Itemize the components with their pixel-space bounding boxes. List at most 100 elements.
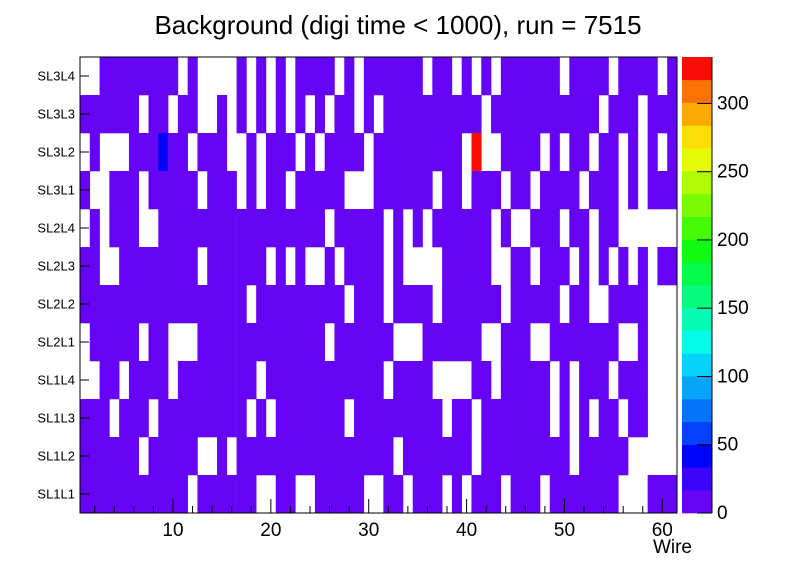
heatmap-cell-hot <box>158 133 169 172</box>
heatmap-cell <box>99 399 110 438</box>
heatmap-cell <box>217 323 228 362</box>
heatmap-cell <box>334 399 345 438</box>
heatmap-cell <box>138 133 149 172</box>
heatmap-cell <box>598 247 609 286</box>
heatmap-cell <box>432 437 443 476</box>
heatmap-cell <box>119 95 130 134</box>
heatmap-cell <box>461 209 472 248</box>
heatmap-cell <box>363 95 374 134</box>
heatmap-cell <box>549 171 560 210</box>
heatmap-cell <box>344 247 355 286</box>
heatmap-cell <box>128 361 140 400</box>
heatmap-cell <box>402 361 414 400</box>
heatmap-cell <box>363 437 374 476</box>
heatmap-cell <box>158 247 169 286</box>
heatmap-cell <box>461 285 472 324</box>
heatmap-cell <box>334 209 345 248</box>
heatmap-cell <box>569 171 580 210</box>
heatmap-cell <box>539 361 551 400</box>
heatmap-cell <box>128 285 140 324</box>
heatmap-cell <box>481 399 492 438</box>
heatmap-cell <box>119 247 130 286</box>
heatmap-cell <box>442 285 453 324</box>
heatmap-cell <box>422 475 433 514</box>
heatmap-cell <box>207 323 218 362</box>
colorbar-band <box>682 262 712 286</box>
heatmap-cell <box>285 399 296 438</box>
heatmap-cell <box>217 285 228 324</box>
heatmap-cell <box>158 361 169 400</box>
heatmap-cell <box>334 361 345 400</box>
heatmap-cell <box>598 133 609 172</box>
heatmap-cell <box>148 361 159 400</box>
heatmap-cell <box>246 171 257 210</box>
heatmap-cell <box>275 399 286 438</box>
heatmap-cell <box>168 475 179 514</box>
heatmap-cell <box>119 209 130 248</box>
heatmap-cell <box>628 399 639 438</box>
heatmap-cell <box>217 399 228 438</box>
heatmap-cell <box>510 399 521 438</box>
y-axis-label: SL3L1 <box>37 183 75 198</box>
heatmap-cell <box>187 437 198 476</box>
colorbar-band <box>682 353 712 377</box>
heatmap-cell <box>481 247 492 286</box>
heatmap-cell-hot <box>471 133 482 172</box>
heatmap-cell <box>197 209 208 248</box>
heatmap-cell <box>295 285 306 324</box>
heatmap-cell <box>657 171 668 210</box>
heatmap-cell <box>128 399 140 438</box>
x-axis-tick-label: 50 <box>554 520 575 541</box>
heatmap-cell <box>109 171 120 210</box>
heatmap-cell <box>559 437 570 476</box>
heatmap-cell <box>128 247 140 286</box>
heatmap-cell <box>500 361 511 400</box>
heatmap-cell <box>657 95 668 134</box>
colorbar-band <box>682 421 712 445</box>
colorbar-band <box>682 467 712 491</box>
heatmap-cell <box>373 209 384 248</box>
heatmap-cell <box>618 361 629 400</box>
heatmap-cell <box>99 323 110 362</box>
heatmap-cell <box>99 57 110 96</box>
colorbar-tick-label: 200 <box>717 230 749 251</box>
heatmap-cell <box>226 361 237 400</box>
heatmap-cell <box>119 57 130 96</box>
heatmap-cell <box>383 57 394 96</box>
heatmap-cell <box>471 171 482 210</box>
heatmap-cell <box>275 95 286 134</box>
heatmap-cell <box>256 209 267 248</box>
heatmap-cell <box>285 323 296 362</box>
heatmap-cell <box>354 209 365 248</box>
heatmap-cell <box>667 171 678 210</box>
heatmap-cell <box>422 133 433 172</box>
heatmap-cell <box>520 361 531 400</box>
heatmap-cell <box>344 361 355 400</box>
heatmap-cell <box>314 361 325 400</box>
heatmap-cell <box>393 133 404 172</box>
heatmap-cell <box>412 437 423 476</box>
heatmap-cell <box>520 323 531 362</box>
heatmap-cell <box>236 399 247 438</box>
heatmap-cell <box>471 247 482 286</box>
heatmap-cell <box>89 323 100 362</box>
heatmap-cell <box>481 361 492 400</box>
heatmap-cell <box>402 57 414 96</box>
heatmap-cell <box>197 285 208 324</box>
heatmap-cell <box>354 323 365 362</box>
heatmap-cell <box>344 437 355 476</box>
heatmap-cell <box>402 95 414 134</box>
heatmap-cell <box>598 475 609 514</box>
heatmap-cell <box>265 285 277 324</box>
heatmap-cell <box>539 57 551 96</box>
heatmap-cell <box>559 247 570 286</box>
heatmap-cell <box>412 133 423 172</box>
heatmap-cell <box>530 361 541 400</box>
heatmap-cell <box>647 95 658 134</box>
y-axis-label: SL1L4 <box>37 373 75 388</box>
heatmap-cell <box>217 437 228 476</box>
heatmap-cell <box>588 475 600 514</box>
heatmap-cell <box>608 399 619 438</box>
heatmap-cell <box>275 57 286 96</box>
